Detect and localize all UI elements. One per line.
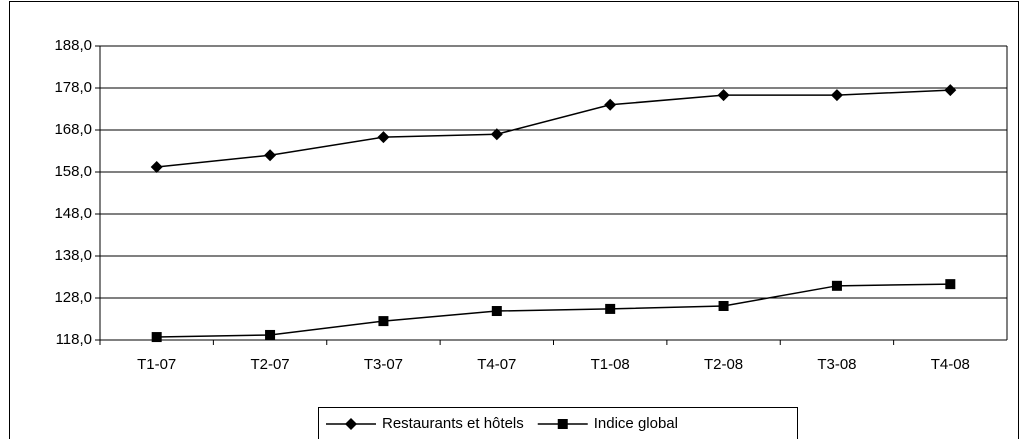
marker <box>377 131 390 144</box>
x-tick-label: T3-07 <box>364 356 403 373</box>
marker <box>945 279 956 290</box>
y-tick-label: 168,0 <box>54 121 92 138</box>
marker <box>831 280 842 291</box>
legend: Restaurants et hôtels Indice global <box>318 407 798 439</box>
legend-label: Restaurants et hôtels <box>382 415 524 432</box>
y-tick-label: 178,0 <box>54 79 92 96</box>
x-tick-label: T2-08 <box>704 356 743 373</box>
marker <box>717 89 730 102</box>
x-tick-label: T1-08 <box>591 356 630 373</box>
marker <box>718 300 729 311</box>
x-tick-label: T4-07 <box>477 356 516 373</box>
x-tick-label: T4-08 <box>931 356 970 373</box>
marker <box>264 149 277 162</box>
marker <box>378 316 389 327</box>
y-tick-label: 188,0 <box>54 37 92 54</box>
chart-frame <box>9 1 1019 439</box>
marker <box>605 303 616 314</box>
series-line <box>156 89 951 168</box>
y-tick-label: 138,0 <box>54 247 92 264</box>
legend-label: Indice global <box>594 415 678 432</box>
marker <box>265 329 276 340</box>
y-tick-label: 158,0 <box>54 163 92 180</box>
marker <box>490 128 503 141</box>
series-line <box>156 283 951 338</box>
y-tick-label: 118,0 <box>56 331 92 348</box>
legend-marker <box>345 418 357 430</box>
x-tick-label: T2-07 <box>250 356 289 373</box>
marker <box>150 160 163 173</box>
y-tick-label: 128,0 <box>54 289 92 306</box>
marker <box>604 98 617 111</box>
x-tick-label: T3-08 <box>817 356 856 373</box>
legend-marker <box>557 419 568 429</box>
marker <box>830 89 843 102</box>
marker <box>151 332 162 343</box>
marker <box>491 306 502 317</box>
marker <box>944 84 957 97</box>
y-tick-label: 148,0 <box>54 205 92 222</box>
x-tick-label: T1-07 <box>137 356 176 373</box>
